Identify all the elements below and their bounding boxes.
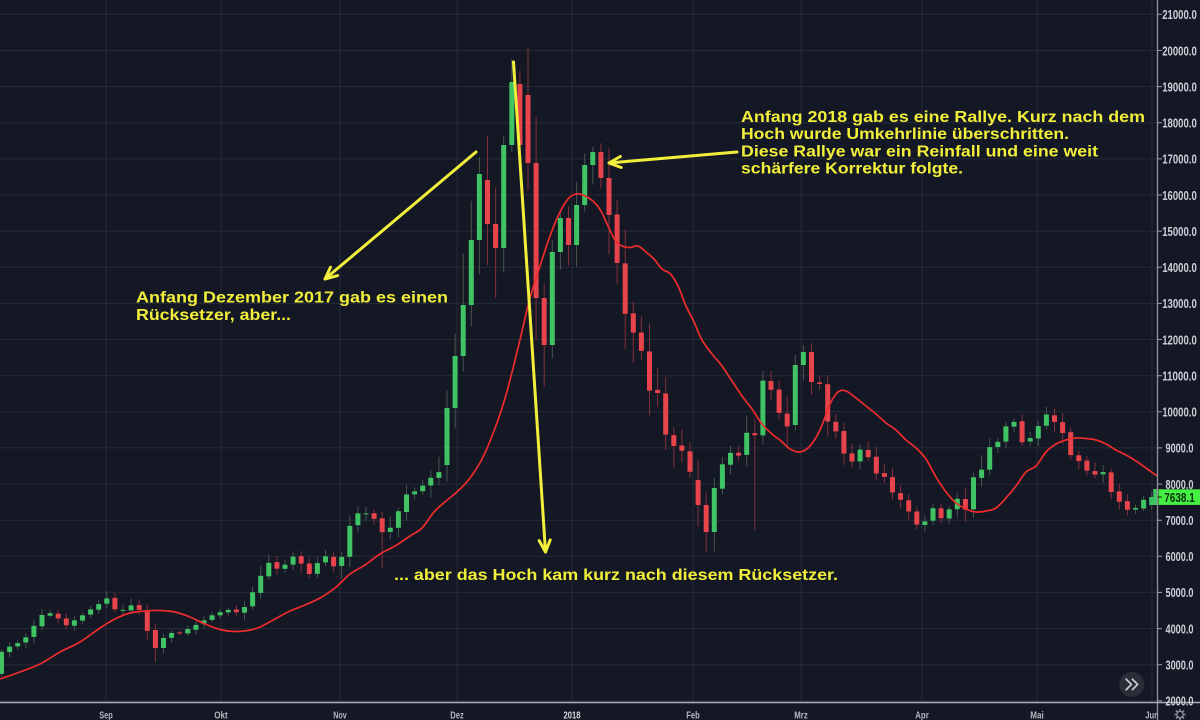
- svg-text:Apr: Apr: [915, 709, 929, 720]
- svg-text:10000.0: 10000.0: [1162, 406, 1197, 420]
- svg-text:Mrz: Mrz: [794, 709, 808, 720]
- svg-text:14000.0: 14000.0: [1162, 261, 1197, 275]
- svg-text:Jun: Jun: [1145, 709, 1159, 720]
- svg-text:21000.0: 21000.0: [1162, 8, 1197, 22]
- svg-text:... aber das Hoch kam kurz nac: ... aber das Hoch kam kurz nach diesem R…: [394, 567, 838, 584]
- svg-text:15000.0: 15000.0: [1162, 225, 1197, 239]
- svg-text:18000.0: 18000.0: [1162, 117, 1197, 131]
- svg-text:2018: 2018: [564, 709, 581, 720]
- svg-text:Anfang 2018 gab es eine Rallye: Anfang 2018 gab es eine Rallye. Kurz nac…: [741, 109, 1145, 126]
- svg-text:Nov: Nov: [333, 709, 347, 720]
- svg-text:7638.1: 7638.1: [1164, 491, 1195, 505]
- svg-text:7000.0: 7000.0: [1166, 514, 1194, 528]
- svg-text:4000.0: 4000.0: [1166, 622, 1194, 636]
- svg-text:9000.0: 9000.0: [1166, 442, 1194, 456]
- svg-text:13000.0: 13000.0: [1162, 297, 1197, 311]
- svg-text:Okt: Okt: [214, 709, 228, 720]
- svg-text:2000.0: 2000.0: [1166, 695, 1194, 709]
- svg-text:17000.0: 17000.0: [1162, 153, 1197, 167]
- svg-text:Anfang Dezember 2017 gab es ei: Anfang Dezember 2017 gab es einen: [136, 290, 448, 307]
- svg-text:11000.0: 11000.0: [1162, 370, 1197, 384]
- svg-text:8000.0: 8000.0: [1166, 478, 1194, 492]
- svg-text:Sep: Sep: [99, 709, 113, 720]
- svg-text:Dez: Dez: [450, 709, 464, 720]
- svg-text:Feb: Feb: [686, 709, 700, 720]
- svg-text:3000.0: 3000.0: [1166, 659, 1194, 673]
- svg-text:Mai: Mai: [1030, 709, 1044, 720]
- svg-text:schärfere Korrektur folgte.: schärfere Korrektur folgte.: [741, 161, 963, 178]
- svg-text:19000.0: 19000.0: [1162, 80, 1197, 94]
- svg-text:Rücksetzer, aber...: Rücksetzer, aber...: [136, 307, 291, 324]
- svg-text:Hoch wurde Umkehrlinie übersch: Hoch wurde Umkehrlinie überschritten.: [741, 126, 1069, 143]
- svg-text:Diese Rallye war ein Reinfall: Diese Rallye war ein Reinfall und eine w…: [741, 144, 1099, 161]
- svg-text:16000.0: 16000.0: [1162, 189, 1197, 203]
- svg-text:20000.0: 20000.0: [1162, 44, 1197, 58]
- svg-text:6000.0: 6000.0: [1166, 550, 1194, 564]
- svg-text:12000.0: 12000.0: [1162, 333, 1197, 347]
- svg-text:5000.0: 5000.0: [1166, 586, 1194, 600]
